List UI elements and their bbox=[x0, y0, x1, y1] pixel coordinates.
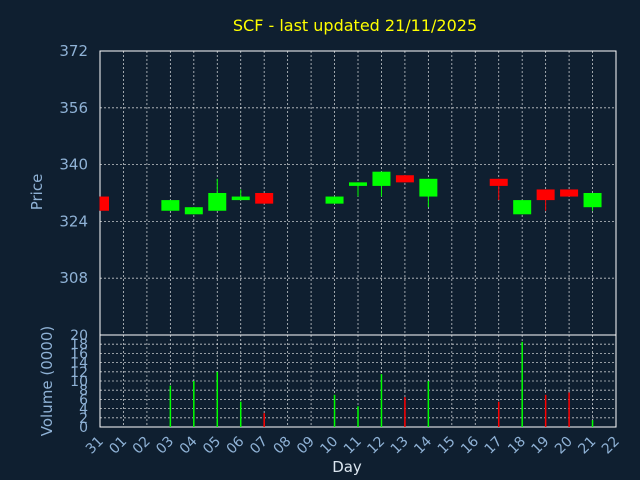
x-tick-label: 02 bbox=[130, 434, 154, 458]
x-tick-label: 12 bbox=[364, 434, 388, 458]
volume-tick-label: 18 bbox=[70, 337, 88, 353]
x-tick-label: 08 bbox=[271, 434, 295, 458]
x-tick-label: 05 bbox=[200, 434, 224, 458]
volume-bar bbox=[357, 406, 359, 427]
volume-tick-label: 14 bbox=[70, 356, 88, 372]
candle-body bbox=[255, 193, 274, 204]
volume-axis-label: Volume (0000) bbox=[38, 326, 56, 436]
price-axis-label: Price bbox=[28, 174, 46, 211]
candle-body bbox=[349, 182, 367, 186]
volume-bar bbox=[427, 381, 430, 427]
volume-bar bbox=[216, 371, 219, 427]
x-tick-label: 20 bbox=[552, 434, 576, 458]
x-tick-label: 19 bbox=[529, 434, 553, 458]
x-tick-label: 09 bbox=[294, 434, 318, 458]
candle-body bbox=[231, 196, 250, 201]
volume-bar bbox=[591, 420, 594, 427]
volume-bar bbox=[544, 394, 547, 427]
x-tick-label: 10 bbox=[317, 434, 341, 458]
volume-bar bbox=[497, 401, 500, 427]
x-tick-label: 22 bbox=[599, 434, 623, 458]
volume-bar bbox=[263, 413, 265, 427]
candle-body bbox=[208, 193, 227, 211]
candle-body bbox=[419, 178, 438, 197]
x-tick-label: 31 bbox=[83, 434, 107, 458]
volume-bar bbox=[568, 392, 570, 427]
candle-body bbox=[184, 207, 203, 215]
candle-body bbox=[583, 193, 602, 208]
x-tick-label: 11 bbox=[341, 434, 365, 458]
chart-title: SCF - last updated 21/11/2025 bbox=[233, 16, 477, 35]
x-axis-label: Day bbox=[332, 458, 362, 476]
price-tick-label: 340 bbox=[59, 156, 88, 174]
candle-body bbox=[513, 200, 532, 215]
x-tick-label: 06 bbox=[224, 433, 248, 457]
volume-tick-label: 0 bbox=[79, 420, 88, 436]
price-tick-label: 372 bbox=[59, 42, 88, 60]
candle-body bbox=[489, 178, 508, 186]
grid-layer bbox=[99, 50, 617, 427]
volume-tick-label: 8 bbox=[79, 383, 88, 399]
candle-body bbox=[560, 189, 579, 197]
price-tick-label: 324 bbox=[59, 212, 88, 230]
x-tick-label: 04 bbox=[177, 433, 201, 457]
x-tick-label: 21 bbox=[575, 434, 599, 458]
volume-tick-label: 4 bbox=[79, 402, 88, 418]
volume-tick-label: 20 bbox=[70, 328, 88, 344]
price-tick-label: 308 bbox=[59, 269, 88, 287]
candle-body bbox=[161, 200, 180, 211]
candle-body bbox=[395, 175, 414, 183]
x-tick-label: 17 bbox=[482, 434, 506, 458]
candle-body bbox=[325, 196, 344, 204]
volume-bar bbox=[169, 385, 172, 427]
volume-bar bbox=[333, 394, 336, 427]
x-tick-label: 18 bbox=[505, 434, 529, 458]
volume-bar bbox=[404, 397, 406, 427]
price-marks-layer bbox=[99, 171, 602, 215]
volume-tick-label: 12 bbox=[70, 365, 88, 381]
x-tick-label: 15 bbox=[435, 434, 459, 458]
x-tick-label: 16 bbox=[458, 433, 482, 457]
price-tick-label: 356 bbox=[59, 99, 88, 117]
candle-body bbox=[100, 196, 109, 211]
volume-marks-layer bbox=[169, 341, 594, 427]
x-tick-label: 14 bbox=[411, 433, 435, 457]
x-tick-label: 03 bbox=[153, 434, 177, 458]
candle-body bbox=[536, 189, 555, 201]
candle-body bbox=[372, 171, 391, 186]
x-tick-label: 01 bbox=[106, 434, 130, 458]
volume-bar bbox=[239, 401, 242, 427]
x-tick-label: 13 bbox=[388, 434, 412, 458]
volume-bar bbox=[193, 381, 195, 427]
x-tick-label: 07 bbox=[247, 434, 271, 458]
volume-bar bbox=[380, 374, 383, 427]
volume-bar bbox=[521, 341, 523, 427]
volume-tick-label: 10 bbox=[70, 374, 88, 390]
volume-tick-label: 2 bbox=[79, 411, 88, 427]
volume-tick-label: 16 bbox=[70, 346, 88, 362]
volume-tick-label: 6 bbox=[79, 392, 88, 408]
